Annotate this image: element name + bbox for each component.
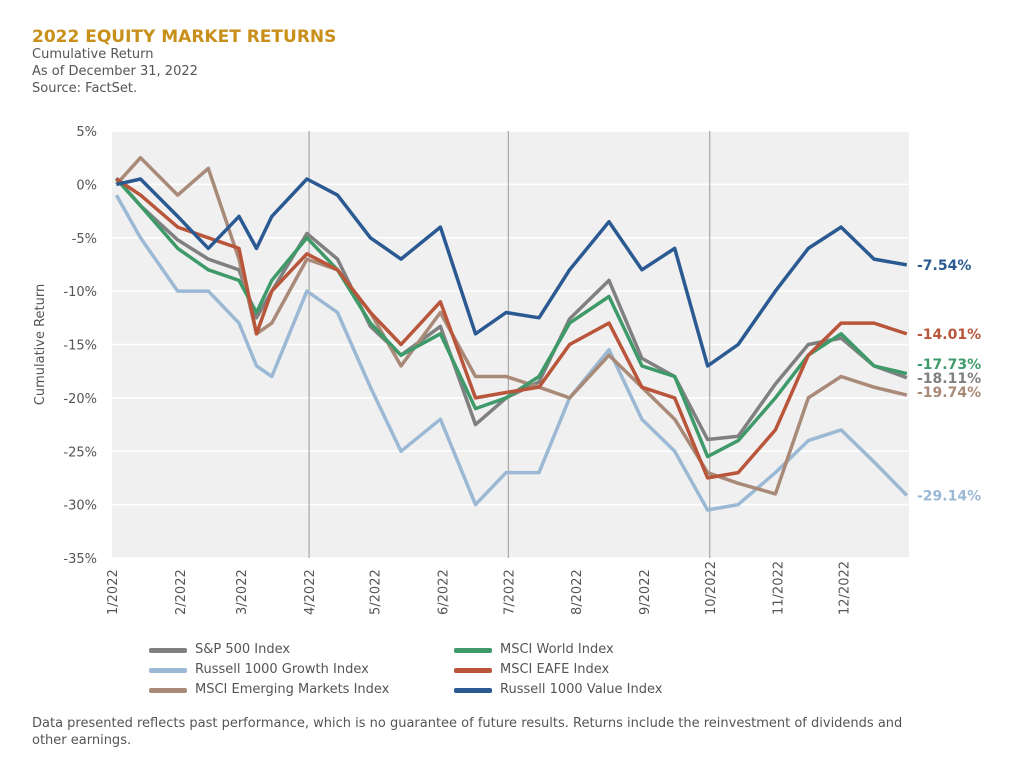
x-tick-label: 12/2022 [837,561,852,615]
y-tick-label: -20% [63,392,97,407]
x-tick-label: 2/2022 [174,569,189,615]
x-tick-label: 9/2022 [638,569,653,615]
y-tick-label: -15% [63,339,97,354]
series-line-russell-1000-value-index [116,177,908,368]
x-tick-label: 8/2022 [570,569,585,615]
x-tick-label: 1/2022 [106,569,121,615]
legend-label: MSCI EAFE Index [500,662,610,677]
chart-title: 2022 EQUITY MARKET RETURNS [32,27,337,47]
series-line-russell-1000-growth-index [114,194,909,512]
disclaimer: Data presented reflects past performance… [32,716,903,748]
y-tick-label: -10% [63,285,97,300]
legend-swatch [454,668,492,673]
legend-label: Russell 1000 Growth Index [195,662,369,677]
x-tick-label: 6/2022 [437,569,452,615]
y-tick-label: -25% [63,445,97,460]
y-tick-label: 5% [76,125,97,140]
legend-swatch [149,648,187,653]
end-value-label: -14.01% [917,327,981,343]
x-tick-label: 10/2022 [704,561,719,615]
x-tick-label: 4/2022 [303,569,318,615]
line-chart: 5% 0% -5% -10% -15% -20% -25% -30% -35% 1/2022 2/2… [33,125,981,615]
y-axis-label: Cumulative Return [33,284,48,405]
source-note: Source: FactSet. [32,81,138,96]
legend-swatch [149,688,187,693]
x-tick-label: 7/2022 [502,569,517,615]
legend-swatch [454,688,492,693]
legend-label: MSCI World Index [500,642,614,657]
legend-label: MSCI Emerging Markets Index [195,682,390,697]
end-value-label: -17.73% [917,357,981,373]
end-value-label: -7.54% [917,258,971,274]
y-tick-label: -30% [63,499,97,514]
y-tick-label: -35% [63,552,97,567]
legend-swatch [454,648,492,653]
series-line-msci-eafe-index [115,177,908,480]
chart-subtitle: Cumulative Return [32,47,154,62]
x-tick-label: 5/2022 [369,569,384,615]
series-line-msci-world-index [115,177,908,459]
end-value-label: -18.11% [917,371,981,387]
legend-label: Russell 1000 Value Index [500,682,663,697]
series-line-msci-emerging-markets-index [115,155,908,496]
end-value-label: -19.74% [917,385,981,401]
end-value-label: -29.14% [917,488,981,504]
as-of-date: As of December 31, 2022 [32,64,198,79]
legend-label: S&P 500 Index [195,642,291,657]
legend-swatch [149,668,187,673]
y-tick-label: -5% [72,232,97,247]
x-tick-label: 11/2022 [772,561,787,615]
y-tick-label: 0% [76,178,97,193]
x-tick-label: 3/2022 [235,569,250,615]
